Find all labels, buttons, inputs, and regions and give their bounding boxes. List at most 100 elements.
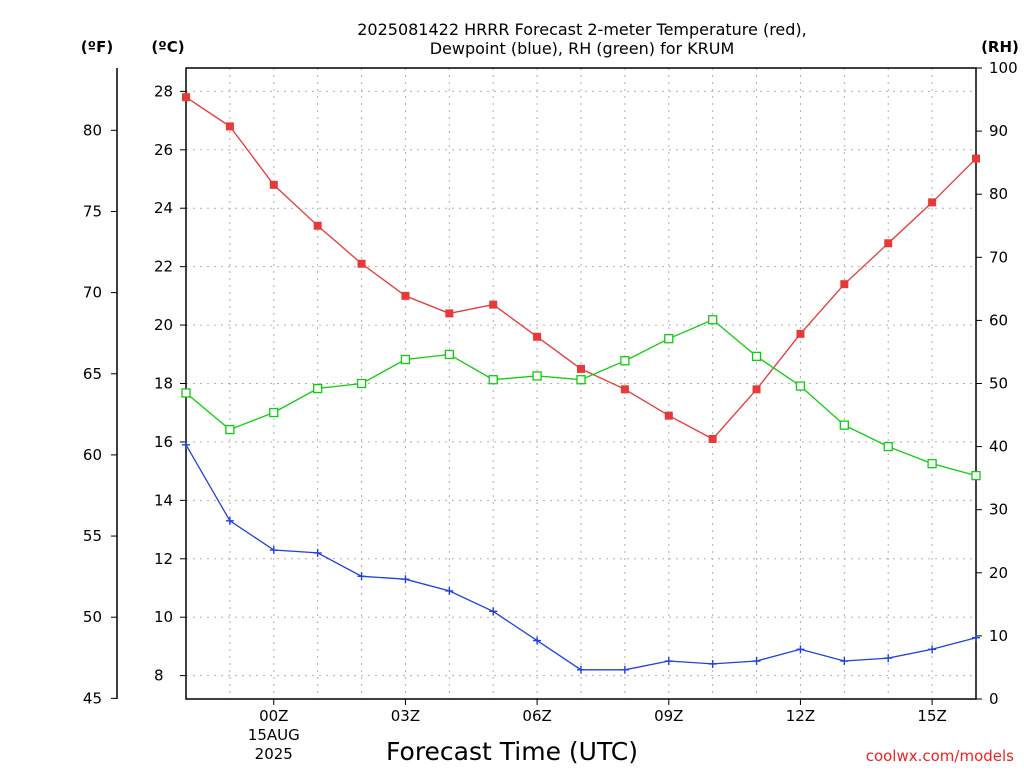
temperature-point — [928, 198, 937, 207]
rh-point — [795, 381, 806, 391]
celsius-tick-label: 18 — [154, 375, 173, 393]
dewpoint-point — [972, 633, 980, 642]
temperature-point — [225, 122, 234, 131]
celsius-tick-label: 16 — [154, 433, 173, 451]
rh-point — [313, 383, 323, 394]
rh-tick-label: 40 — [989, 438, 1008, 456]
celsius-tick-label: 12 — [154, 550, 173, 568]
rh-tick-label: 20 — [989, 564, 1008, 582]
rh-point — [181, 388, 191, 398]
rh-point — [576, 375, 586, 385]
rh-point — [356, 378, 367, 389]
rh-point — [620, 356, 630, 366]
rh-tick-label: 60 — [989, 311, 1008, 329]
fahrenheit-tick-label: 75 — [83, 202, 102, 220]
rh-point — [751, 351, 762, 362]
fahrenheit-tick-label: 70 — [83, 284, 102, 302]
unit-label-rh: (RH) — [981, 38, 1019, 56]
rh-tick-label: 90 — [989, 122, 1008, 140]
celsius-tick-label: 26 — [154, 141, 173, 159]
unit-label-celsius: (ºC) — [151, 38, 184, 56]
celsius-tick-label: 20 — [154, 316, 173, 334]
rh-tick-label: 50 — [989, 375, 1008, 393]
celsius-tick-label: 14 — [154, 491, 173, 509]
temperature-point — [620, 385, 629, 394]
temperature-point — [313, 221, 322, 230]
rh-point — [883, 441, 893, 452]
dewpoint-point — [182, 440, 190, 449]
x-tick-label: 06Z — [522, 707, 551, 725]
dewpoint-point — [752, 657, 761, 666]
temperature-point — [796, 329, 805, 338]
rh-point — [708, 315, 718, 325]
celsius-tick-label: 22 — [154, 258, 173, 276]
temperature-point — [269, 180, 278, 189]
dewpoint-point — [269, 546, 278, 555]
dewpoint-point — [796, 645, 805, 654]
x-tick-label: 12Z — [786, 707, 815, 725]
rh-point — [444, 349, 454, 360]
dewpoint-point — [708, 659, 717, 668]
dewpoint-point — [840, 657, 849, 666]
dewpoint-point — [884, 654, 893, 663]
celsius-tick-label: 8 — [154, 667, 164, 685]
rh-point — [488, 375, 498, 385]
temperature-point — [752, 385, 761, 394]
x-tick-label: 00Z — [259, 707, 288, 725]
rh-point — [532, 371, 542, 381]
dewpoint-point — [620, 665, 629, 674]
rh-tick-label: 80 — [989, 185, 1008, 203]
temperature-point — [664, 411, 673, 420]
temperature-series-line — [185, 96, 977, 440]
temperature-point — [884, 239, 893, 248]
dewpoint-point — [533, 636, 542, 645]
temperature-point — [489, 300, 498, 309]
dewpoint-point — [225, 516, 234, 525]
temperature-point — [182, 93, 190, 102]
temperature-point — [708, 435, 717, 444]
rh-tick-label: 100 — [989, 59, 1018, 77]
temperature-point — [533, 332, 542, 341]
credit-text: coolwx.com/models — [866, 747, 1014, 765]
x-tick-label: 09Z — [654, 707, 683, 725]
temperature-point — [840, 280, 849, 289]
fahrenheit-tick-label: 50 — [83, 608, 102, 626]
dewpoint-point — [489, 607, 498, 616]
x-tick-label: 03Z — [391, 707, 420, 725]
date-label: 15AUG — [248, 726, 300, 744]
rh-point — [400, 354, 411, 365]
chart-title-line2: Dewpoint (blue), RH (green) for KRUM — [430, 39, 735, 58]
dewpoint-point — [664, 657, 673, 666]
rh-point — [664, 334, 674, 344]
rh-tick-label: 10 — [989, 627, 1008, 645]
x-axis-label: Forecast Time (UTC) — [386, 737, 638, 766]
rh-tick-label: 70 — [989, 248, 1008, 266]
dewpoint-point — [577, 665, 585, 674]
dewpoint-point — [928, 645, 937, 654]
rh-point — [225, 424, 235, 435]
chart-title-line1: 2025081422 HRRR Forecast 2-meter Tempera… — [357, 20, 807, 39]
temperature-point — [972, 154, 980, 163]
fahrenheit-tick-label: 45 — [83, 689, 102, 707]
celsius-tick-label: 24 — [154, 199, 173, 217]
fahrenheit-tick-label: 55 — [83, 527, 102, 545]
rh-tick-label: 0 — [989, 690, 999, 708]
x-tick-label: 15Z — [917, 707, 946, 725]
celsius-tick-label: 10 — [154, 608, 173, 626]
temperature-point — [357, 259, 366, 268]
rh-point — [839, 420, 849, 430]
rh-point — [269, 407, 279, 418]
temperature-point — [401, 291, 410, 300]
fahrenheit-tick-label: 60 — [83, 446, 102, 464]
dewpoint-point — [313, 548, 322, 557]
dewpoint-point — [445, 586, 454, 595]
temperature-point — [577, 364, 585, 373]
fahrenheit-tick-label: 65 — [83, 365, 102, 383]
rh-point — [927, 458, 937, 469]
dewpoint-point — [357, 572, 366, 581]
fahrenheit-tick-label: 80 — [83, 121, 102, 139]
rh-tick-label: 30 — [989, 501, 1008, 519]
unit-label-fahrenheit: (ºF) — [81, 38, 113, 56]
